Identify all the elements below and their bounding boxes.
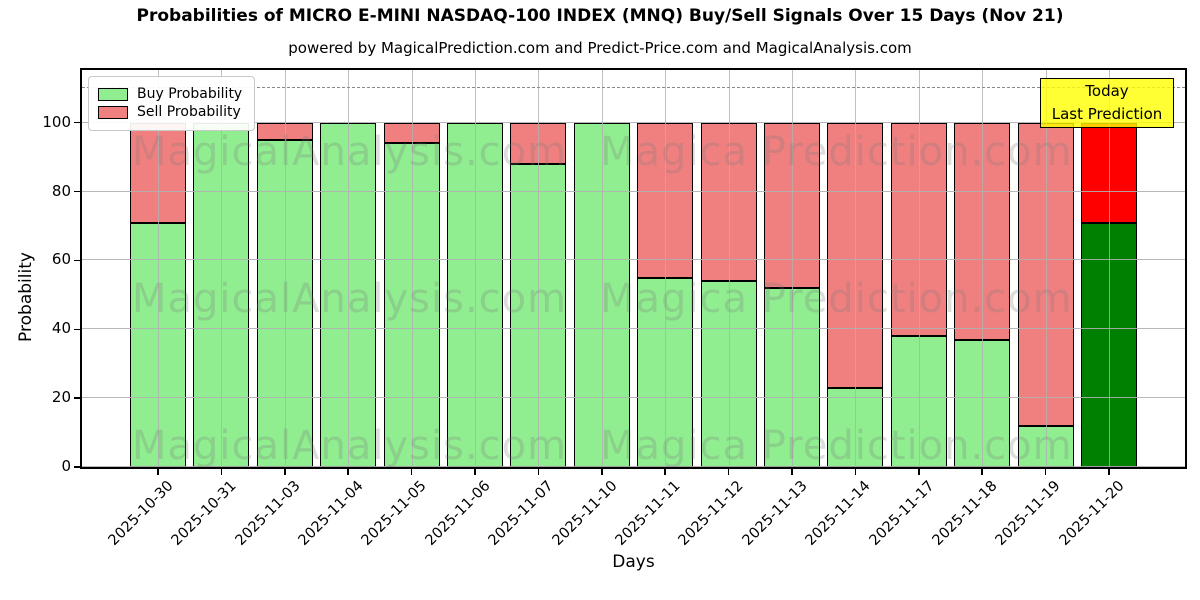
x-tick-label: 2025-11-17 bbox=[866, 478, 938, 549]
dashed-guide-line bbox=[82, 87, 1185, 89]
x-tick-label: 2025-11-18 bbox=[929, 478, 1001, 549]
gridline-vertical bbox=[855, 70, 857, 467]
today-annotation-line2: Last Prediction bbox=[1051, 105, 1163, 123]
gridline-vertical bbox=[221, 70, 223, 467]
gridline-horizontal bbox=[82, 190, 1185, 192]
legend-item-sell: Sell Probability bbox=[98, 104, 242, 120]
gridline-horizontal bbox=[82, 121, 1185, 123]
gridline-vertical bbox=[982, 70, 984, 467]
legend-buy-label: Buy Probability bbox=[137, 86, 243, 102]
gridline-vertical bbox=[665, 70, 667, 467]
gridline-vertical bbox=[284, 70, 286, 467]
gridline-vertical bbox=[411, 70, 413, 467]
watermark-text: MagicalAnalysis.com bbox=[132, 129, 568, 175]
y-tick-label: 100 bbox=[42, 112, 71, 131]
x-tick-mark bbox=[727, 469, 730, 475]
x-tick-label: 2025-11-12 bbox=[676, 478, 747, 549]
x-tick-label: 2025-10-31 bbox=[168, 478, 240, 549]
gridline-horizontal bbox=[82, 397, 1185, 399]
x-tick-mark bbox=[854, 469, 857, 475]
gridline-horizontal bbox=[82, 259, 1185, 261]
y-tick-mark bbox=[74, 397, 80, 399]
x-tick-label: 2025-11-03 bbox=[232, 478, 304, 549]
gridline-vertical bbox=[348, 70, 350, 467]
y-tick-label: 80 bbox=[51, 181, 71, 200]
x-tick-mark bbox=[918, 469, 920, 475]
watermark-text: Magica Prediction.com bbox=[600, 276, 1073, 322]
watermark-text: Magica Prediction.com bbox=[600, 129, 1073, 175]
y-tick-mark bbox=[74, 466, 80, 468]
chart-title: Probabilities of MICRO E-MINI NASDAQ-100… bbox=[136, 6, 1064, 26]
x-tick-mark bbox=[537, 469, 540, 475]
x-tick-label: 2025-11-14 bbox=[802, 478, 874, 549]
x-tick-mark bbox=[664, 469, 666, 475]
y-tick-mark bbox=[74, 190, 80, 193]
sell-probability-swatch bbox=[98, 105, 128, 119]
x-tick-label: 2025-11-06 bbox=[422, 478, 494, 549]
today-annotation-line1: Today bbox=[1085, 82, 1129, 100]
x-tick-mark bbox=[157, 469, 159, 475]
gridline-vertical bbox=[538, 70, 540, 467]
buy-probability-swatch bbox=[98, 87, 128, 101]
x-tick-label: 2025-11-04 bbox=[295, 478, 367, 549]
x-tick-label: 2025-11-10 bbox=[549, 478, 621, 549]
gridline-vertical bbox=[918, 70, 920, 467]
x-tick-mark bbox=[220, 469, 223, 475]
y-tick-label: 0 bbox=[61, 457, 71, 475]
y-tick-mark bbox=[74, 121, 80, 124]
today-annotation: Today Last Prediction bbox=[1040, 78, 1174, 128]
x-tick-mark bbox=[1108, 469, 1110, 475]
legend-item-buy: Buy Probability bbox=[98, 86, 242, 102]
plot-inner: Buy Probability Sell Probability Today L… bbox=[82, 70, 1185, 467]
watermark-text: MagicalAnalysis.com bbox=[132, 423, 568, 467]
x-tick-mark bbox=[981, 469, 983, 475]
gridline-vertical bbox=[158, 70, 159, 467]
gridline-vertical bbox=[601, 70, 603, 467]
x-tick-mark bbox=[1044, 469, 1047, 475]
x-tick-mark bbox=[791, 469, 793, 475]
gridline-vertical bbox=[1109, 70, 1110, 467]
watermark-text: MagicalAnalysis.com bbox=[132, 276, 568, 322]
gridline-horizontal bbox=[82, 328, 1185, 330]
y-tick-label: 60 bbox=[51, 250, 71, 269]
legend-sell-label: Sell Probability bbox=[137, 104, 241, 120]
y-tick-label: 40 bbox=[51, 319, 71, 338]
plot-area: Buy Probability Sell Probability Today L… bbox=[80, 68, 1187, 469]
x-axis-label: Days bbox=[612, 552, 655, 572]
x-tick-mark bbox=[284, 469, 286, 475]
x-tick-label: 2025-11-11 bbox=[612, 478, 684, 549]
watermark-text: Magica Prediction.com bbox=[600, 423, 1073, 467]
chart-subtitle: powered by MagicalPrediction.com and Pre… bbox=[288, 39, 912, 57]
gridline-vertical bbox=[475, 70, 476, 467]
gridline-horizontal bbox=[82, 466, 1185, 467]
gridline-vertical bbox=[792, 70, 793, 467]
x-tick-label: 2025-11-07 bbox=[485, 478, 557, 549]
x-tick-label: 2025-11-20 bbox=[1056, 478, 1128, 549]
x-tick-mark bbox=[474, 469, 476, 475]
x-tick-label: 2025-11-13 bbox=[739, 478, 811, 549]
gridline-vertical bbox=[1045, 70, 1047, 467]
x-tick-mark bbox=[410, 469, 413, 475]
y-tick-label: 20 bbox=[51, 388, 71, 407]
x-tick-label: 2025-11-05 bbox=[359, 478, 430, 549]
legend: Buy Probability Sell Probability bbox=[88, 76, 256, 131]
x-tick-label: 2025-10-30 bbox=[105, 478, 177, 549]
y-axis-label: Probability bbox=[16, 252, 36, 342]
y-tick-mark bbox=[74, 328, 80, 331]
gridline-vertical bbox=[728, 70, 730, 467]
x-tick-mark bbox=[601, 469, 603, 475]
x-tick-label: 2025-11-19 bbox=[993, 478, 1064, 549]
y-tick-mark bbox=[74, 259, 80, 262]
x-tick-mark bbox=[347, 469, 349, 475]
